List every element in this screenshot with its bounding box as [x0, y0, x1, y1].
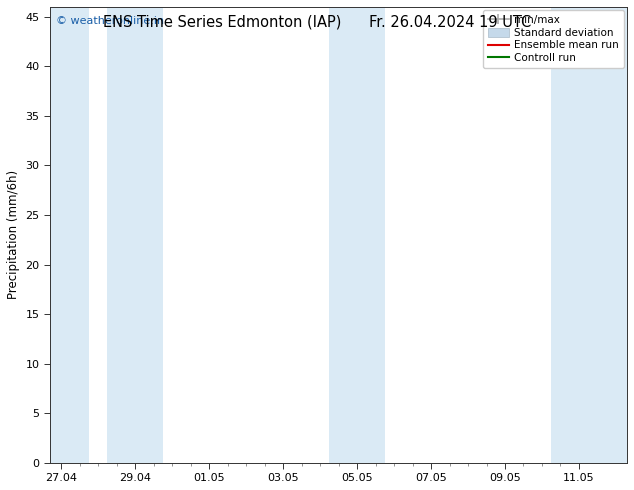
Bar	[329, 7, 385, 463]
Text: © weatheronline.in: © weatheronline.in	[56, 16, 164, 26]
Y-axis label: Precipitation (mm/6h): Precipitation (mm/6h)	[7, 170, 20, 299]
Bar	[50, 7, 89, 463]
Bar	[551, 7, 627, 463]
Bar	[107, 7, 163, 463]
Text: ENS Time Series Edmonton (IAP)      Fr. 26.04.2024 19 UTC: ENS Time Series Edmonton (IAP) Fr. 26.04…	[103, 15, 531, 30]
Legend: min/max, Standard deviation, Ensemble mean run, Controll run: min/max, Standard deviation, Ensemble me…	[482, 10, 624, 68]
